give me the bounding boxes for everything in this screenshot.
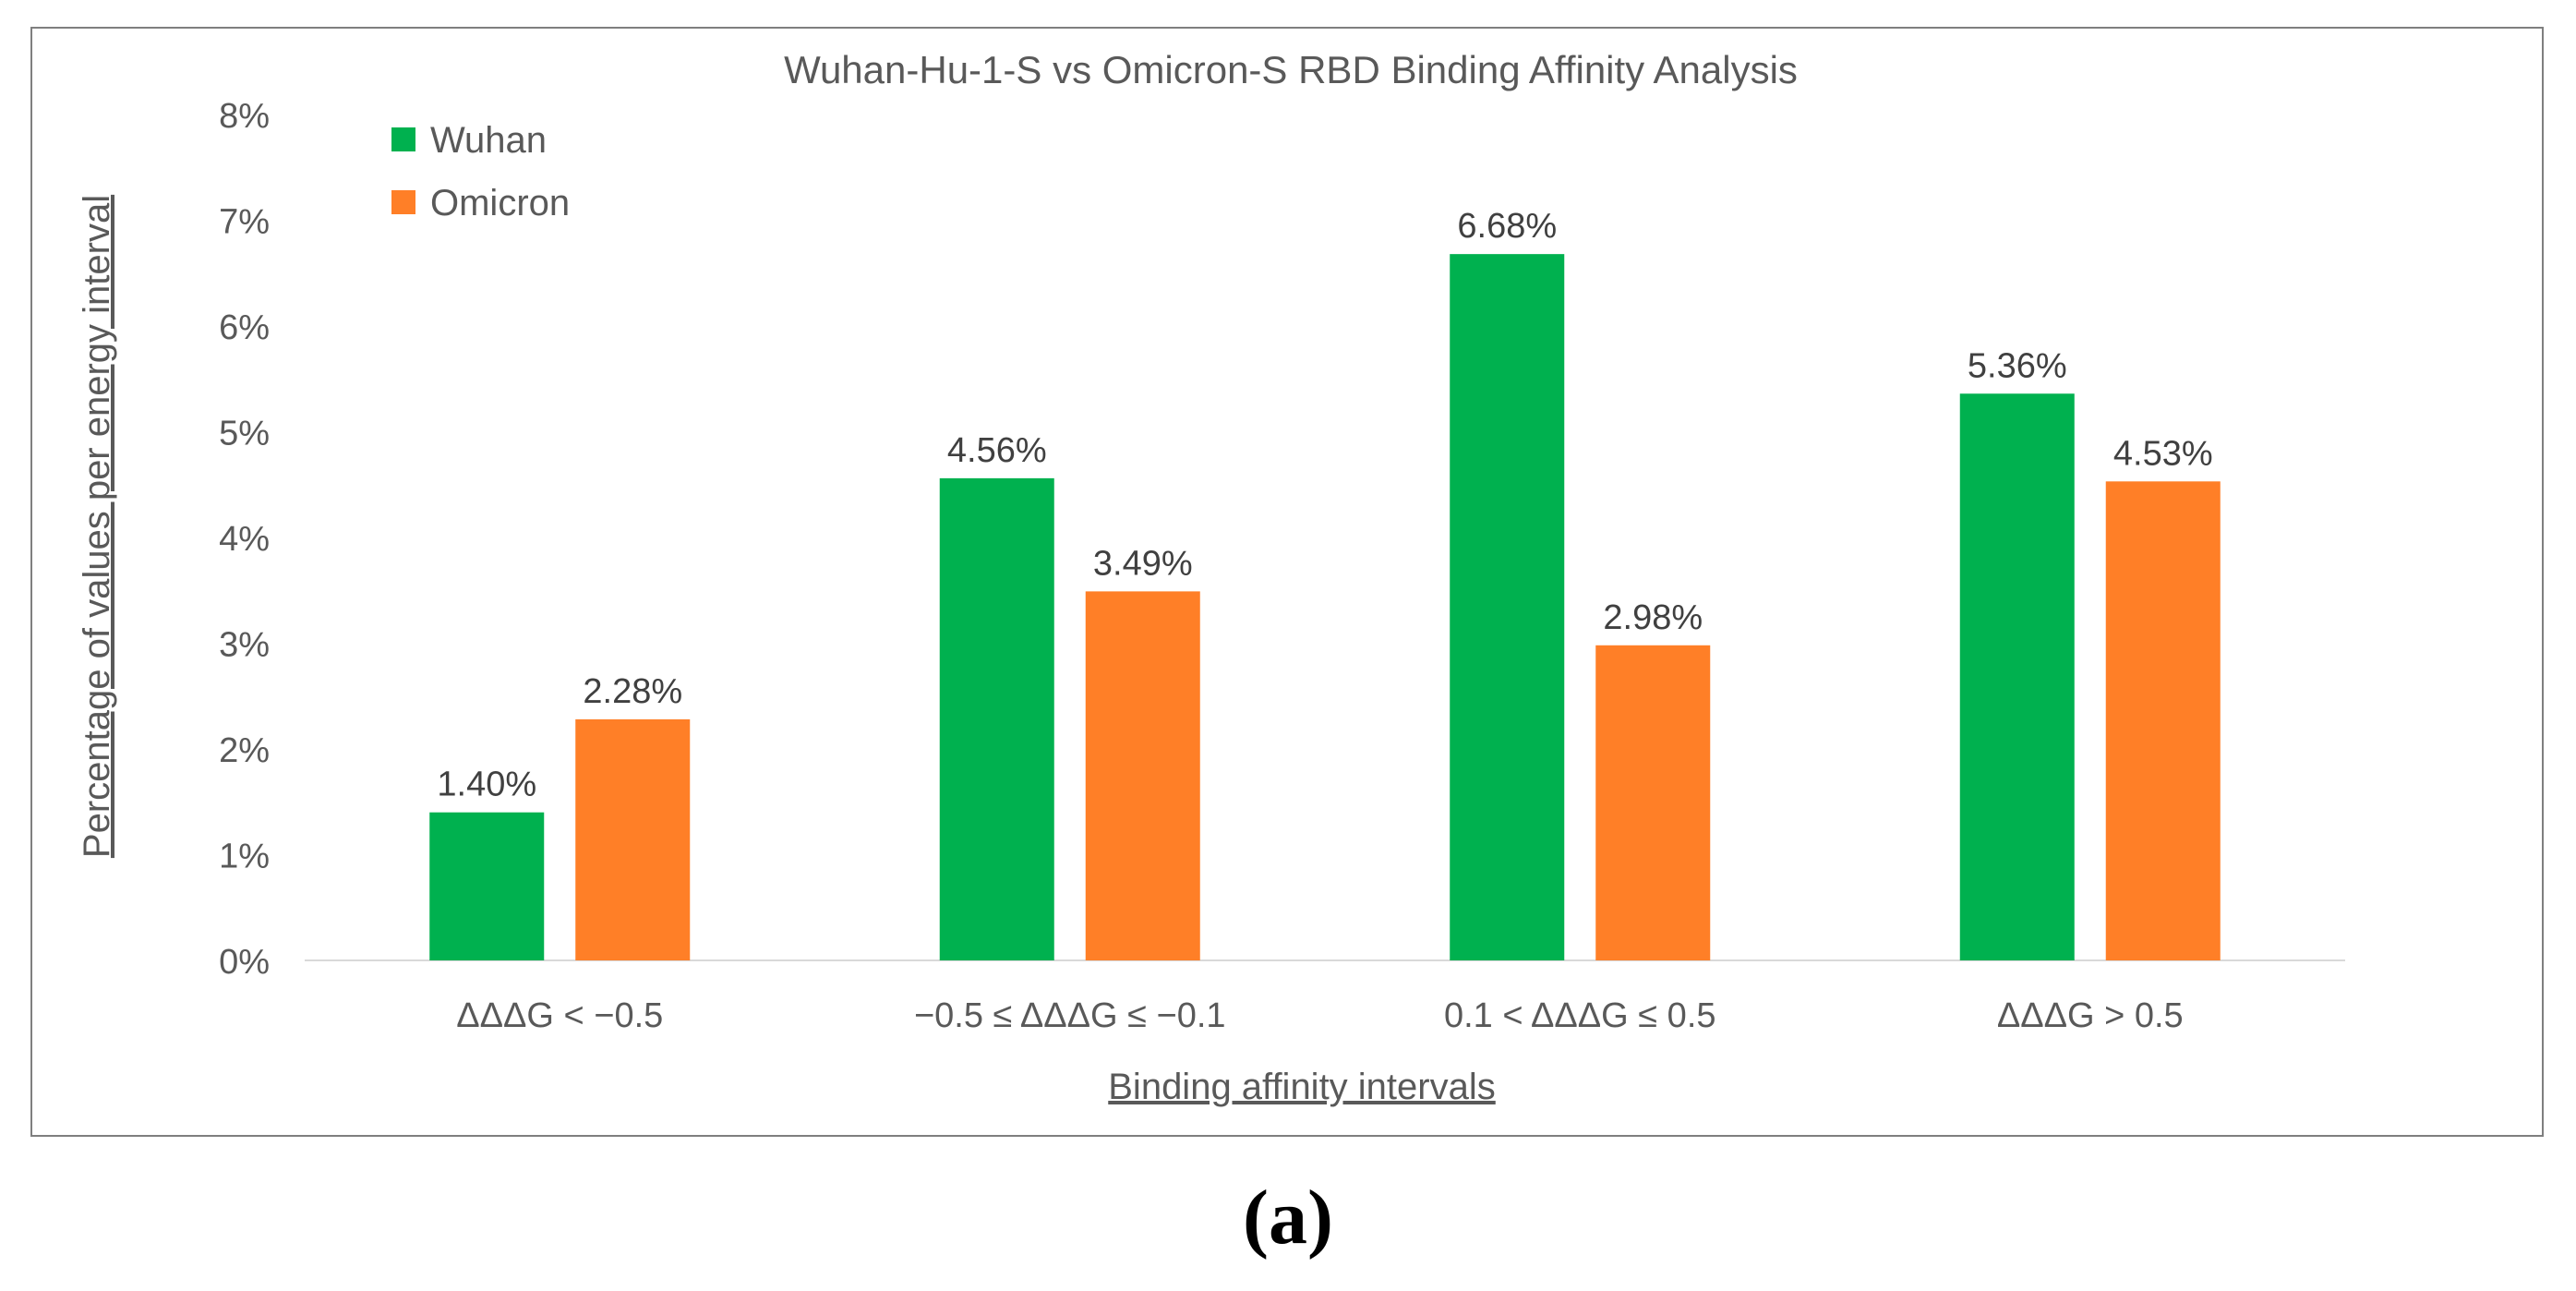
- y-tick-label: 5%: [219, 415, 270, 453]
- y-tick-label: 1%: [219, 838, 270, 876]
- bar-omicron: [575, 718, 691, 960]
- x-tick-label: 0.1 < ΔΔΔG ≤ 0.5: [1444, 996, 1716, 1035]
- bar-wuhan: [1959, 393, 2075, 960]
- panel-label: (a): [1243, 1175, 1333, 1261]
- y-tick-label: 3%: [219, 626, 270, 665]
- y-tick-label: 6%: [219, 308, 270, 347]
- y-axis-label: Percentage of values per energy interval: [77, 195, 117, 858]
- legend-label-wuhan: Wuhan: [430, 120, 547, 161]
- y-tick-label: 8%: [219, 97, 270, 136]
- data-label: 4.53%: [2113, 434, 2213, 473]
- y-tick-label: 7%: [219, 203, 270, 242]
- data-label: 2.28%: [583, 672, 682, 711]
- legend-swatch-omicron: [391, 190, 415, 214]
- data-label: 1.40%: [437, 766, 536, 804]
- bar-omicron: [1085, 591, 1200, 960]
- bar-omicron: [2105, 481, 2221, 960]
- legend-label-omicron: Omicron: [430, 183, 570, 223]
- bar-group: 1.40% 2.28% 4.56% 3.49% 6.68% 2.98% 5.36% 4.53%: [429, 207, 2221, 960]
- x-tick-label: −0.5 ≤ ΔΔΔG ≤ −0.1: [914, 996, 1226, 1035]
- bar-wuhan: [939, 477, 1054, 960]
- x-axis-label: Binding affinity intervals: [1108, 1067, 1496, 1107]
- bar-wuhan: [1450, 254, 1565, 960]
- y-axis: 0% 1% 2% 3% 4% 5% 6% 7% 8%: [219, 97, 270, 982]
- legend: Wuhan Omicron: [391, 120, 570, 223]
- data-label: 4.56%: [947, 431, 1047, 470]
- bar-omicron: [1595, 645, 1711, 960]
- y-tick-label: 4%: [219, 520, 270, 559]
- legend-swatch-wuhan: [391, 127, 415, 151]
- x-tick-label: ΔΔΔG > 0.5: [1997, 996, 2184, 1035]
- y-tick-label: 2%: [219, 731, 270, 770]
- x-tick-label: ΔΔΔG < −0.5: [456, 996, 663, 1035]
- data-label: 6.68%: [1457, 207, 1557, 246]
- data-label: 2.98%: [1603, 598, 1703, 637]
- data-label: 3.49%: [1093, 544, 1193, 583]
- x-axis-ticks: ΔΔΔG < −0.5 −0.5 ≤ ΔΔΔG ≤ −0.1 0.1 < ΔΔΔG …: [456, 996, 2183, 1035]
- data-label: 5.36%: [1968, 346, 2067, 385]
- bar-wuhan: [429, 812, 545, 960]
- y-tick-label: 0%: [219, 943, 270, 982]
- chart-title: Wuhan-Hu-1-S vs Omicron-S RBD Binding Af…: [784, 48, 1798, 91]
